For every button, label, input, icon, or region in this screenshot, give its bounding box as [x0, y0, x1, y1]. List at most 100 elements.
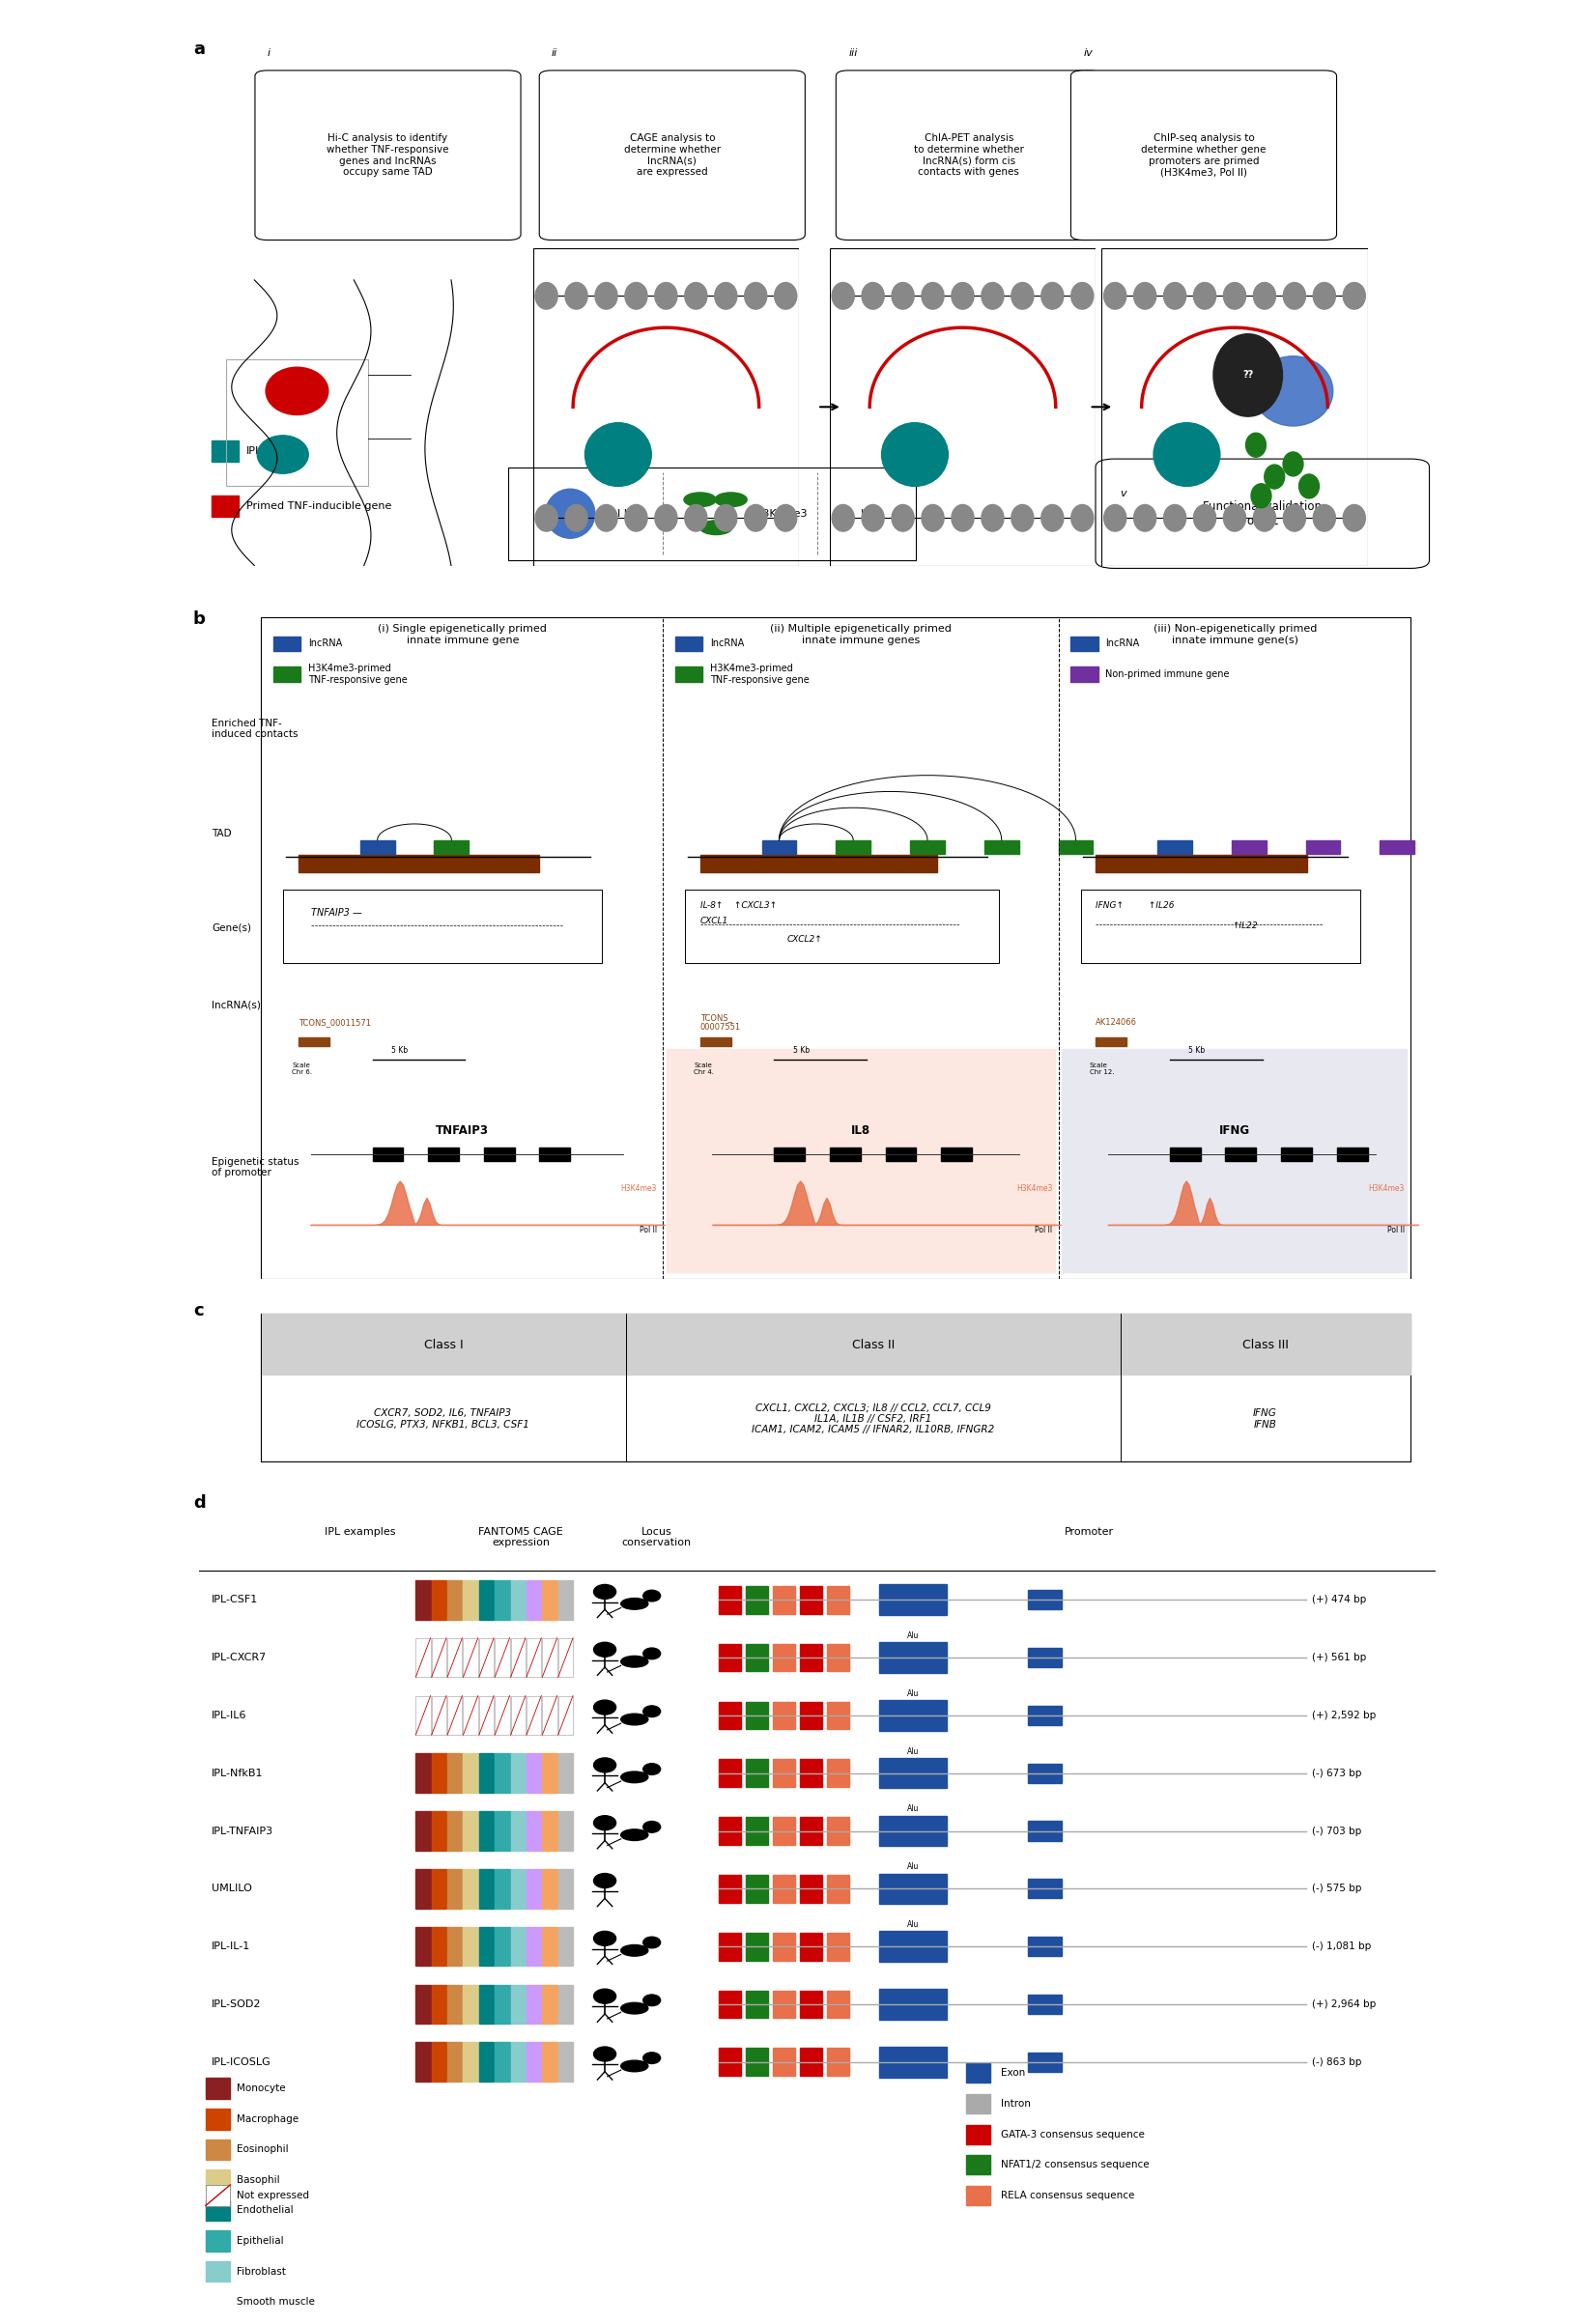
- Circle shape: [700, 521, 732, 535]
- FancyBboxPatch shape: [1070, 70, 1337, 239]
- Bar: [700, 855, 938, 872]
- Bar: [510, 2043, 525, 2082]
- Bar: [510, 1868, 525, 1908]
- Bar: [1062, 1048, 1407, 1271]
- Ellipse shape: [620, 2061, 648, 2071]
- Bar: [746, 1759, 769, 1787]
- Bar: [432, 1985, 447, 2024]
- Bar: [1027, 1880, 1062, 1899]
- Text: H3K4me3: H3K4me3: [1369, 1185, 1405, 1192]
- Text: Intron: Intron: [1000, 2099, 1030, 2108]
- Bar: [494, 1755, 510, 1792]
- Bar: [526, 1927, 541, 1966]
- Bar: [416, 1868, 431, 1908]
- Bar: [447, 1985, 463, 2024]
- Bar: [478, 1638, 494, 1678]
- Text: Epigenetic status
of promoter: Epigenetic status of promoter: [212, 1157, 300, 1178]
- Bar: [526, 1755, 541, 1792]
- Bar: [1158, 839, 1191, 853]
- Bar: [879, 1931, 947, 1961]
- Bar: [510, 1638, 525, 1678]
- Bar: [558, 2043, 573, 2082]
- Bar: [542, 1638, 557, 1678]
- Text: ii: ii: [552, 49, 558, 58]
- Bar: [542, 1927, 557, 1966]
- Bar: [206, 2185, 230, 2205]
- Text: Class II: Class II: [852, 1339, 895, 1350]
- Text: Not expressed: Not expressed: [236, 2192, 309, 2201]
- Text: Monocyte: Monocyte: [236, 2085, 286, 2094]
- Bar: [1059, 839, 1093, 853]
- Bar: [416, 1580, 431, 1620]
- Bar: [206, 2078, 230, 2099]
- Bar: [774, 1817, 796, 1845]
- Bar: [463, 1697, 478, 1736]
- Bar: [1027, 1936, 1062, 1957]
- Bar: [478, 1927, 494, 1966]
- Bar: [1120, 1313, 1410, 1373]
- Bar: [774, 2047, 796, 2075]
- Bar: [965, 2154, 990, 2175]
- Bar: [558, 1868, 573, 1908]
- Text: (iii) Non-epigenetically primed
innate immune gene(s): (iii) Non-epigenetically primed innate i…: [1153, 625, 1317, 646]
- Bar: [416, 1985, 431, 2024]
- Bar: [718, 1817, 740, 1845]
- Bar: [494, 1868, 510, 1908]
- Bar: [478, 2043, 494, 2082]
- Bar: [675, 667, 702, 681]
- Text: Alu: Alu: [908, 1631, 919, 1641]
- Text: b: b: [193, 611, 206, 627]
- Bar: [526, 1638, 541, 1678]
- Bar: [434, 839, 469, 853]
- Circle shape: [715, 493, 746, 507]
- Ellipse shape: [620, 1599, 648, 1611]
- Text: IPL-TNFAIP3: IPL-TNFAIP3: [212, 1827, 274, 1836]
- Text: Scale
Chr 12.: Scale Chr 12.: [1089, 1062, 1113, 1076]
- Text: (+) 561 bp: (+) 561 bp: [1311, 1652, 1367, 1662]
- Bar: [206, 2231, 230, 2252]
- Bar: [774, 1585, 796, 1613]
- Bar: [828, 2047, 850, 2075]
- Bar: [542, 1580, 557, 1620]
- Ellipse shape: [620, 1945, 648, 1957]
- Text: H3K4me3: H3K4me3: [1016, 1185, 1053, 1192]
- Bar: [463, 1868, 478, 1908]
- Circle shape: [593, 2047, 616, 2061]
- Text: Scale
Chr 6.: Scale Chr 6.: [292, 1062, 313, 1076]
- Bar: [262, 1313, 625, 1373]
- Text: (-) 575 bp: (-) 575 bp: [1311, 1885, 1362, 1894]
- Bar: [1027, 1994, 1062, 2015]
- Text: ∫: ∫: [836, 504, 845, 523]
- Text: AK124066: AK124066: [1096, 1018, 1137, 1027]
- Bar: [879, 2047, 947, 2078]
- Text: H3K4me3-primed
TNF-responsive gene: H3K4me3-primed TNF-responsive gene: [308, 665, 407, 686]
- Bar: [510, 1927, 525, 1966]
- Bar: [526, 2043, 541, 2082]
- Bar: [494, 1810, 510, 1850]
- Ellipse shape: [620, 1829, 648, 1841]
- Bar: [526, 1580, 541, 1620]
- Text: CXCL2↑: CXCL2↑: [786, 934, 821, 944]
- Text: Eosinophil: Eosinophil: [236, 2145, 289, 2154]
- Ellipse shape: [620, 1771, 648, 1783]
- Bar: [416, 1810, 431, 1850]
- Bar: [828, 1643, 850, 1671]
- Text: Scale
Chr 4.: Scale Chr 4.: [694, 1062, 715, 1076]
- Bar: [700, 1039, 731, 1046]
- Circle shape: [643, 1590, 660, 1601]
- Bar: [965, 2124, 990, 2143]
- Text: (+) 2,592 bp: (+) 2,592 bp: [1311, 1710, 1376, 1720]
- Text: NFAT1/2 consensus sequence: NFAT1/2 consensus sequence: [1000, 2159, 1148, 2171]
- Bar: [463, 1927, 478, 1966]
- Bar: [801, 1934, 823, 1961]
- Bar: [829, 1148, 861, 1160]
- Text: Exon: Exon: [1000, 2068, 1024, 2078]
- Text: Alu: Alu: [908, 1920, 919, 1929]
- Bar: [206, 2201, 230, 2222]
- FancyBboxPatch shape: [539, 70, 805, 239]
- Bar: [625, 1313, 1120, 1373]
- Text: lncRNA: lncRNA: [1105, 639, 1139, 648]
- Bar: [774, 1643, 796, 1671]
- Bar: [801, 1875, 823, 1903]
- Text: UMLILO: UMLILO: [212, 1885, 252, 1894]
